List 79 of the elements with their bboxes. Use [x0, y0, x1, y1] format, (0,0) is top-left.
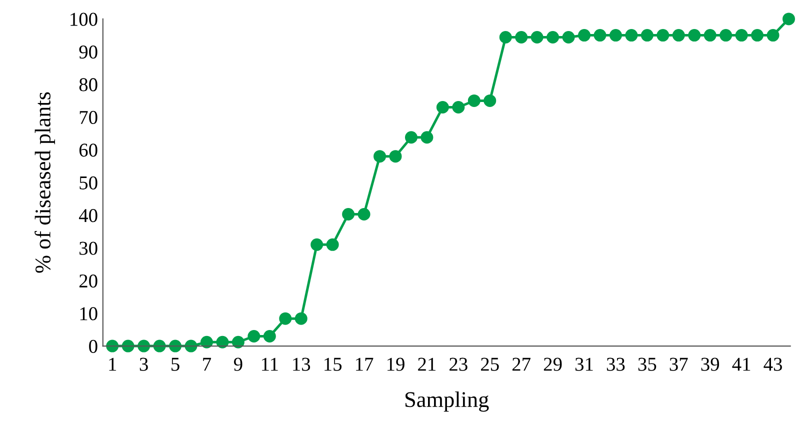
point	[106, 340, 119, 352]
x-tick-label: 21	[418, 358, 436, 371]
x-tick-label: 1	[109, 358, 116, 371]
y-tick-label: 60	[79, 144, 98, 157]
point	[672, 29, 685, 42]
y-tick-label: 50	[80, 176, 98, 190]
point	[766, 29, 780, 42]
point	[232, 336, 244, 348]
point	[216, 336, 229, 348]
point	[200, 336, 213, 348]
x-tick-label: 7	[203, 358, 212, 371]
point	[656, 29, 670, 42]
x-tick-label: 27	[512, 358, 531, 371]
x-tick-label: 25	[481, 358, 499, 371]
x-tick-label: 37	[670, 358, 688, 371]
x-tick-label: 29	[544, 358, 562, 371]
x-tick-label: 11	[262, 358, 278, 371]
point	[374, 150, 386, 163]
x-tick-label: 13	[293, 358, 310, 371]
point	[578, 29, 591, 42]
x-tick-label: 33	[606, 358, 625, 371]
y-tick-label: 100	[70, 12, 98, 26]
point	[452, 101, 465, 114]
point	[468, 94, 480, 107]
x-tick-label: 19	[387, 358, 404, 371]
point	[153, 340, 166, 352]
point	[342, 208, 355, 220]
point	[625, 29, 638, 42]
y-tick-label: 90	[79, 45, 98, 59]
point	[515, 31, 528, 44]
y-tick-label: 70	[80, 110, 98, 124]
point	[594, 29, 606, 42]
point	[751, 29, 764, 42]
y-tick-label: 20	[79, 274, 98, 288]
y-tick-label: 30	[80, 242, 98, 255]
point	[688, 29, 701, 42]
x-tick-label: 5	[172, 358, 180, 371]
x-tick-label: 39	[701, 358, 720, 371]
point	[704, 29, 716, 42]
y-tick-label: 80	[79, 78, 98, 92]
point	[404, 131, 418, 144]
point	[436, 101, 449, 114]
x-tick-label: 43	[764, 358, 782, 371]
point	[389, 150, 402, 163]
x-tick-label: 15	[324, 358, 342, 371]
point	[263, 330, 276, 342]
y-tick-label: 40	[78, 209, 98, 222]
point	[248, 330, 260, 342]
x-tick-label: 3	[140, 358, 148, 371]
point	[279, 312, 292, 325]
x-tick-label: 35	[638, 358, 656, 371]
point	[122, 340, 134, 352]
x-tick-label: 17	[356, 358, 374, 371]
point	[484, 94, 496, 107]
point	[546, 31, 560, 44]
x-tick-label: 41	[732, 358, 750, 371]
y-tick-label: 0	[89, 340, 98, 353]
point	[294, 312, 308, 325]
point	[420, 131, 434, 144]
point	[358, 208, 370, 220]
point	[562, 31, 575, 44]
y-axis-title: % of diseased plants	[34, 92, 55, 273]
point	[169, 340, 182, 352]
point	[530, 31, 544, 44]
point	[326, 238, 339, 251]
x-tick-label: 31	[575, 358, 593, 371]
point	[720, 29, 732, 42]
point	[499, 31, 512, 44]
point	[138, 340, 150, 352]
y-tick-label: 10	[80, 307, 98, 320]
point	[184, 340, 198, 352]
x-axis-title: Sampling	[406, 391, 489, 412]
point	[609, 29, 622, 42]
x-tick-label: 9	[234, 358, 242, 371]
x-tick-label: 23	[450, 358, 468, 371]
point	[782, 12, 796, 26]
point	[735, 29, 748, 42]
point	[310, 238, 324, 251]
point	[640, 29, 654, 42]
